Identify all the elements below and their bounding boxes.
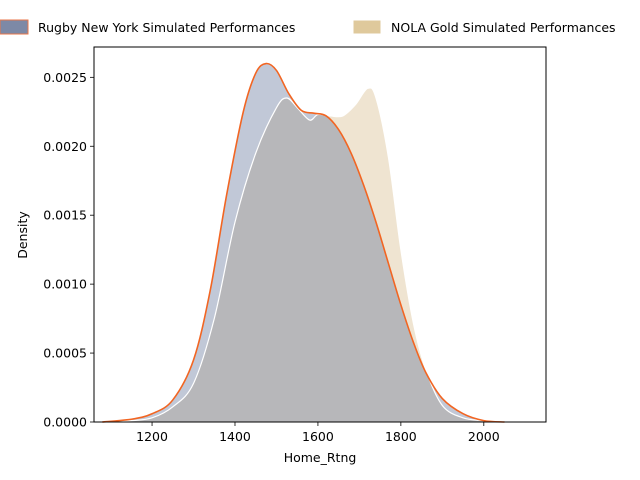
legend-label-rugby-new-york: Rugby New York Simulated Performances — [38, 20, 295, 35]
x-tick-label: 1200 — [136, 429, 168, 444]
y-axis: 0.0000 0.0005 0.0010 0.0015 0.0020 0.0025 — [43, 70, 94, 430]
plot-frame — [93, 46, 547, 423]
y-tick-label: 0.0020 — [43, 139, 87, 154]
x-axis: 1200 1400 1600 1800 2000 — [136, 422, 500, 444]
x-tick-label: 1800 — [385, 429, 417, 444]
legend-swatch-rugby-new-york — [0, 19, 29, 35]
x-axis-label: Home_Rtng — [284, 450, 357, 465]
y-tick-label: 0.0000 — [43, 415, 87, 430]
legend: Rugby New York Simulated Performances NO… — [0, 19, 616, 35]
x-tick-label: 1600 — [302, 429, 334, 444]
y-axis-label: Density — [15, 211, 30, 259]
x-tick-label: 2000 — [468, 429, 500, 444]
x-tick-label: 1400 — [219, 429, 251, 444]
y-tick-label: 0.0015 — [43, 208, 87, 223]
density-line-rugby-new-york — [102, 62, 505, 423]
y-tick-label: 0.0010 — [43, 277, 87, 292]
density-areas — [102, 62, 505, 423]
density-area-rugby-new-york — [102, 63, 505, 422]
density-area-nola-gold — [102, 87, 505, 422]
y-tick-label: 0.0005 — [43, 346, 87, 361]
y-tick-label: 0.0025 — [43, 70, 87, 85]
plot-area: 1200 1400 1600 1800 2000 0.00000.00050.00100… — [43, 46, 547, 444]
legend-label-nola-gold: NOLA Gold Simulated Performances — [391, 20, 616, 35]
legend-swatch-nola-gold — [352, 19, 382, 35]
